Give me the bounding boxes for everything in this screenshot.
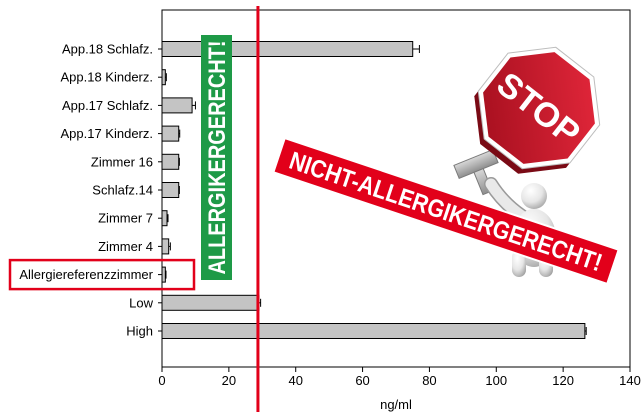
x-tick-label: 20 (222, 373, 236, 388)
x-tick-label: 0 (158, 373, 165, 388)
y-axis: App.18 Schlafz. App.18 Kinderz. App.17 Sch… (19, 42, 162, 339)
allergy-friendly-badge: ALLERGIKERGERECHT! (201, 35, 232, 280)
category-label: Zimmer 4 (98, 239, 153, 254)
stop-sign-face (483, 52, 595, 164)
banner-background (272, 136, 620, 286)
x-tick-label: 80 (422, 373, 436, 388)
x-tick-label: 40 (288, 373, 302, 388)
bar (161, 266, 166, 283)
x-axis: 0 20 40 60 80 100 120 140 (158, 367, 641, 388)
category-label: Schlafz.14 (92, 183, 153, 198)
badge-background (201, 35, 232, 280)
category-label: Zimmer 16 (91, 154, 153, 169)
bar (161, 97, 193, 114)
figure-head (521, 183, 547, 209)
highlight-box (8, 258, 196, 291)
bar (161, 238, 170, 255)
allergy-friendly-label: ALLERGIKERGERECHT! (204, 41, 231, 275)
bar (161, 153, 180, 170)
x-tick-label: 100 (485, 373, 507, 388)
bar (161, 210, 168, 227)
category-label: Zimmer 7 (98, 211, 153, 226)
x-tick-label: 140 (619, 373, 641, 388)
category-label: App.17 Kinderz. (60, 126, 153, 141)
category-label: App.17 Schlafz. (62, 98, 153, 113)
bar (161, 323, 586, 339)
bar (161, 294, 260, 311)
x-tick-label: 60 (355, 373, 369, 388)
category-label: Allergiereferenzzimmer (19, 267, 153, 282)
category-label: High (126, 324, 153, 339)
bar (161, 41, 414, 57)
bar (161, 125, 180, 142)
category-label: App.18 Schlafz. (62, 42, 153, 57)
figure-arm (485, 178, 528, 222)
category-label: App.18 Kinderz. (60, 70, 153, 85)
stop-sign-icon: STOP (474, 46, 601, 174)
bar (161, 69, 166, 86)
bar (161, 182, 180, 198)
x-axis-label: ng/ml (380, 397, 412, 412)
x-tick-label: 120 (552, 373, 574, 388)
figure-leg-left (512, 250, 526, 277)
overlay-layer (8, 6, 260, 412)
plot-frame (161, 9, 631, 368)
category-label: Low (129, 295, 153, 310)
